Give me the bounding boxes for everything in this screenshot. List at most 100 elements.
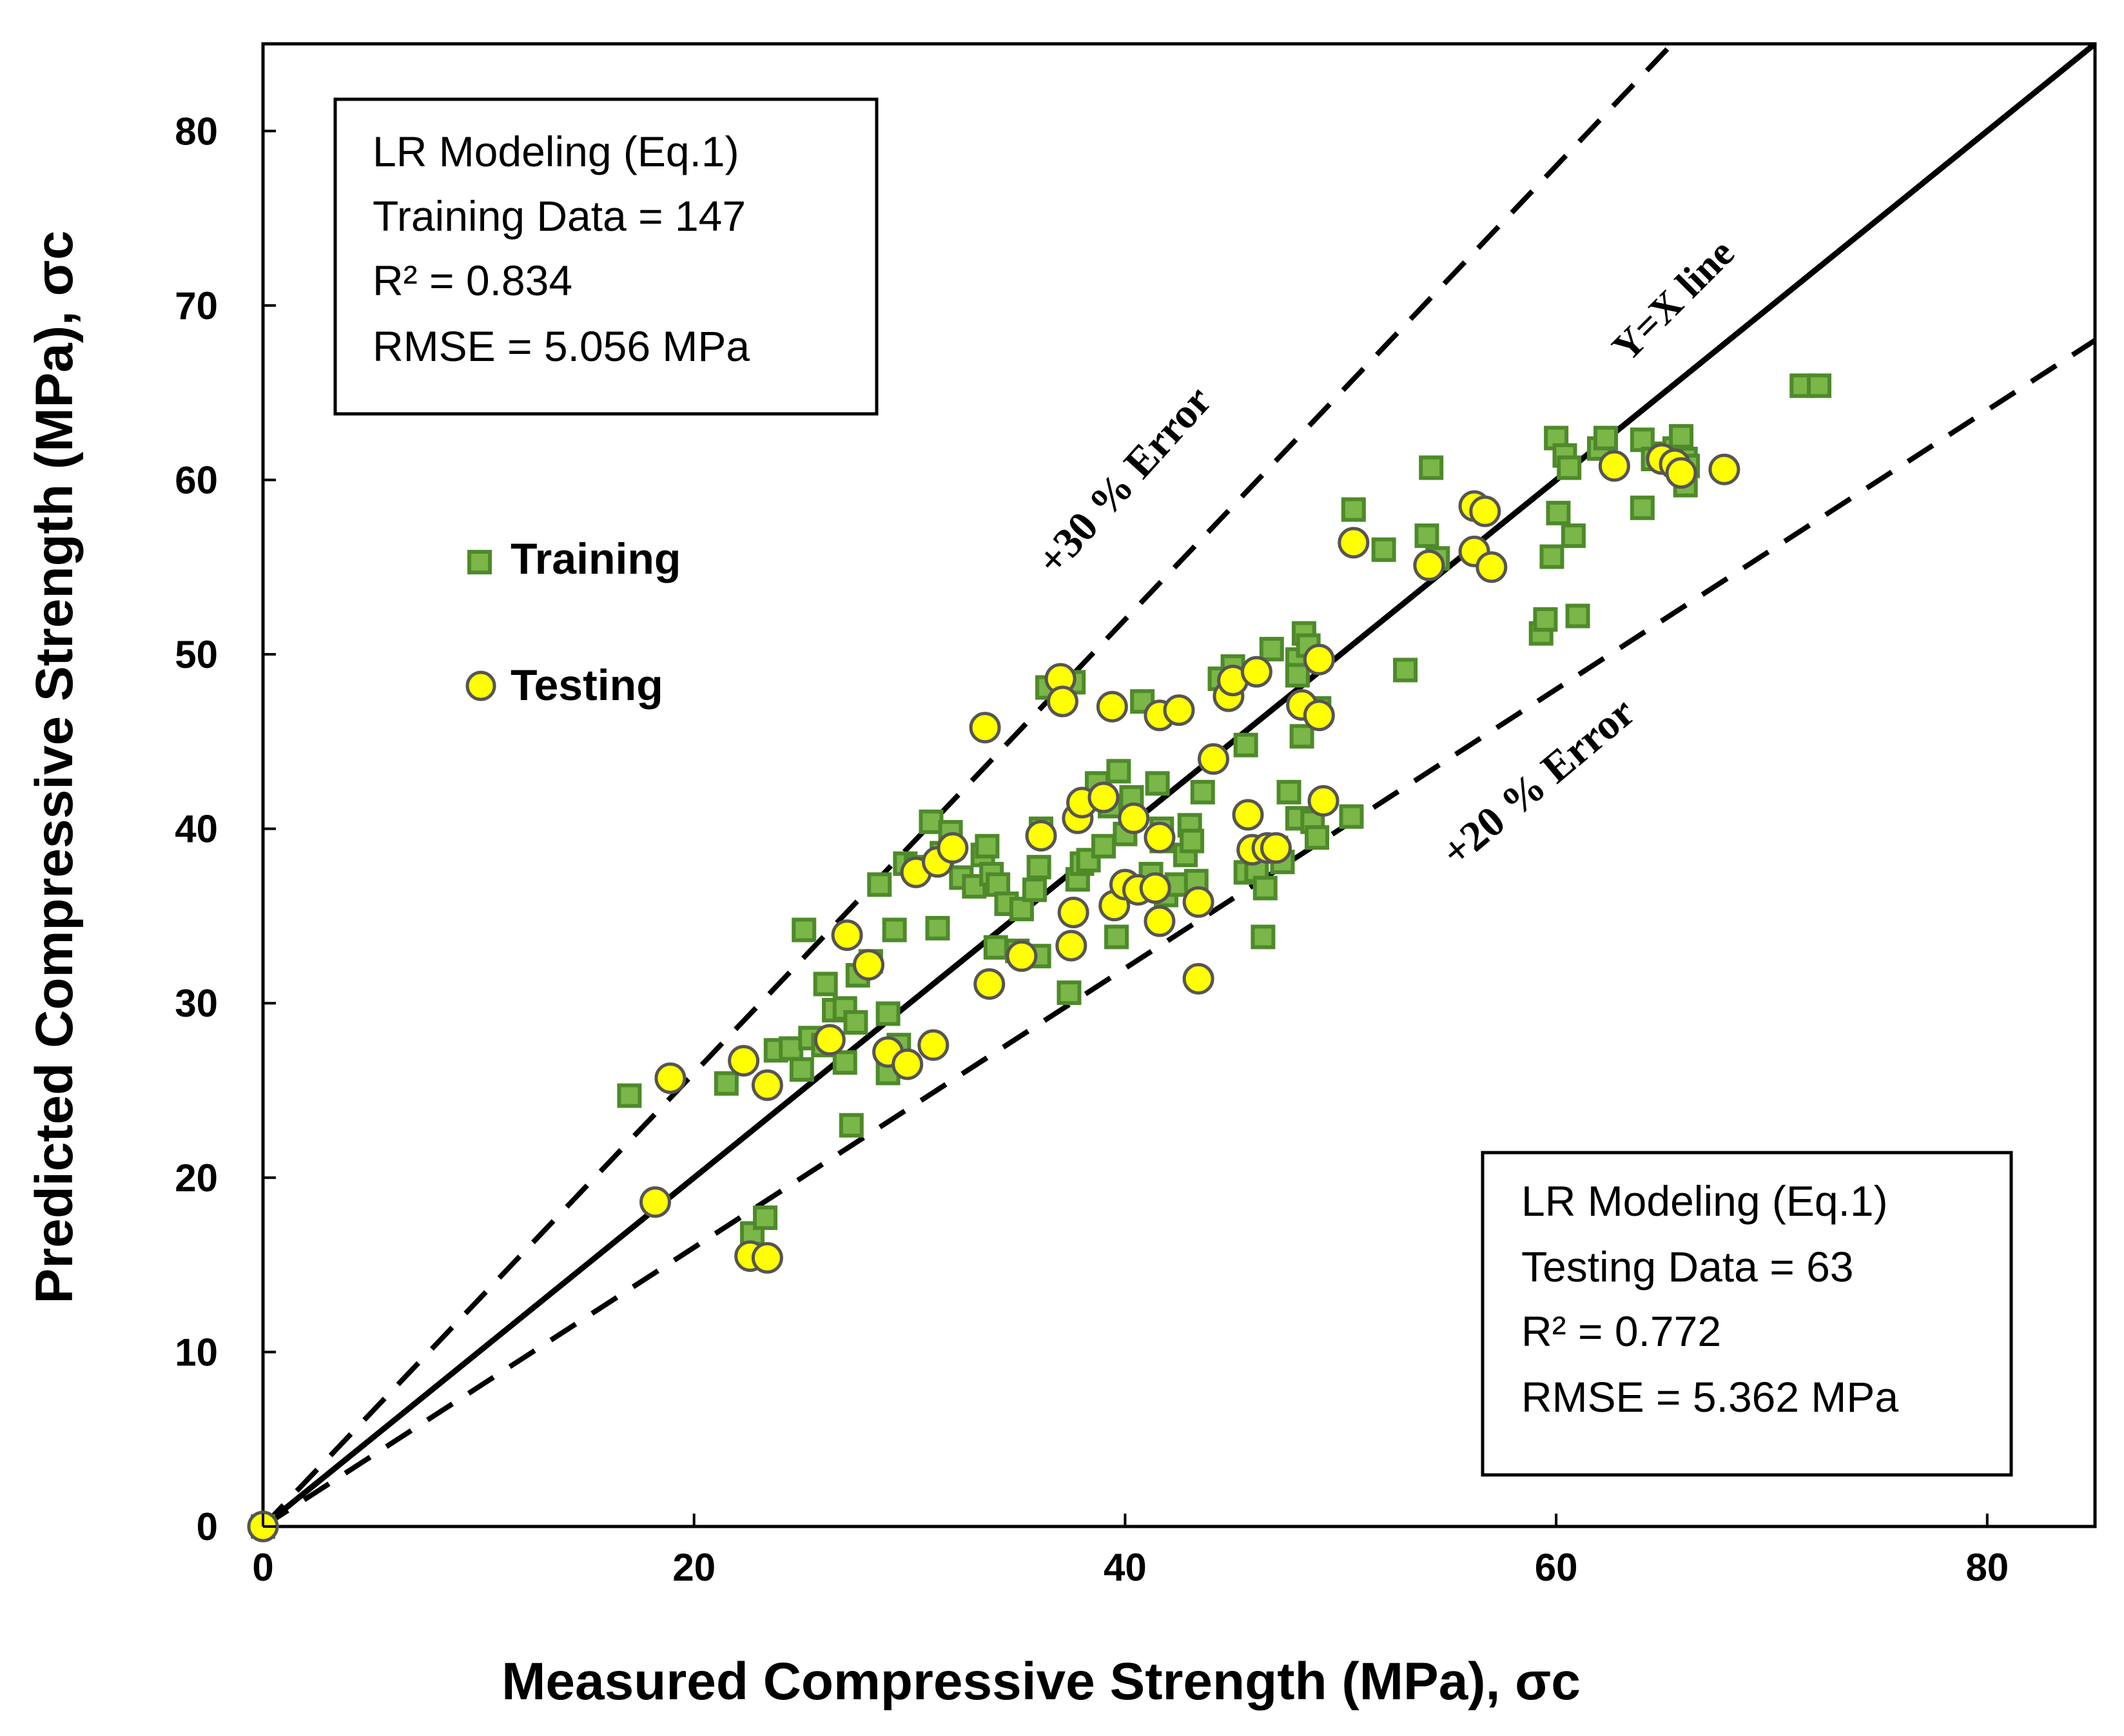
testing-point [1118,802,1150,834]
training-point [1669,424,1694,449]
training-point [839,1113,864,1138]
legend-testing-label: Testing [511,661,663,710]
training-point [1026,855,1051,880]
testing-stats-box: LR Modeling (Eq.1) Testing Data = 63 R² … [1481,1151,2013,1477]
testing-point [1338,527,1370,559]
training-point [1180,828,1205,853]
testing-box-line-2: Testing Data = 63 [1521,1243,1854,1291]
training-point [1593,425,1619,451]
axis-ticks: 0 20 40 60 80 0 10 20 30 40 50 60 70 80 [175,110,2009,1589]
y-tick-label-8: 80 [175,110,218,153]
training-point [1630,495,1655,520]
testing-point [1598,450,1630,482]
testing-point [969,712,1001,744]
testing-point [1055,930,1087,962]
training-point [975,834,1000,859]
testing-point [1144,821,1176,853]
training-series [251,373,1832,1539]
training-point [1009,897,1034,922]
legend-training-label: Training [511,534,681,583]
training-point [1304,825,1329,850]
testing-point [1163,694,1195,727]
training-point [1371,537,1396,562]
training-box-line-3: R² = 0.834 [373,257,572,304]
training-point [813,971,838,997]
training-point [1190,779,1215,805]
y-tick-label-4: 40 [175,808,218,851]
training-point [1285,663,1310,688]
testing-point [1303,699,1335,732]
training-point [875,1001,901,1026]
testing-point [1025,819,1057,852]
y-tick-label-0: 0 [197,1505,218,1548]
x-axis-title: Measured Compressive Strength (MPa), σc [502,1652,1581,1711]
testing-box-line-4: RMSE = 5.362 MPa [1521,1373,1898,1421]
testing-series [247,443,1740,1543]
testing-point [891,1048,924,1080]
testing-point [1708,453,1740,485]
testing-point [831,919,863,951]
testing-point [1469,495,1501,527]
legend-training-marker [467,550,492,574]
reference-line-3 [263,338,2095,1526]
testing-point [1240,656,1272,688]
y-tick-label-1: 10 [175,1331,218,1374]
x-tick-label-3: 60 [1535,1546,1578,1589]
testing-point [917,1029,950,1061]
training-point [1546,500,1571,525]
training-point [1393,658,1418,683]
training-point [1565,603,1590,629]
training-box-line-4: RMSE = 5.056 MPa [373,322,750,370]
testing-point [1096,690,1128,723]
training-point [1539,544,1564,569]
testing-point [654,1062,687,1095]
testing-point [853,949,885,981]
reference-line-1 [263,44,2095,1526]
x-tick-label-0: 0 [252,1546,273,1589]
training-point [1104,924,1129,950]
testing-box-line-3: R² = 0.772 [1521,1307,1721,1355]
training-point [789,1057,814,1082]
training-point [1106,759,1131,784]
testing-point [1476,551,1508,583]
y-tick-label-5: 50 [175,633,218,676]
x-tick-label-2: 40 [1104,1546,1147,1589]
x-tick-label-4: 80 [1965,1546,2009,1589]
training-point [832,1050,857,1075]
training-point [1276,779,1301,805]
testing-point [814,1024,846,1056]
training-point [925,915,950,941]
testing-point [973,968,1006,1000]
training-box-line-2: Training Data = 147 [373,192,746,240]
training-point [1341,497,1366,522]
training-point [1557,455,1582,480]
training-point [1233,732,1258,757]
training-point [1419,455,1444,480]
training-point [1145,771,1170,796]
training-point [792,917,817,942]
legend: Training Testing [465,534,681,710]
testing-point [1006,940,1038,972]
testing-point [639,1186,672,1218]
testing-point [1087,781,1120,814]
testing-point [1303,643,1335,676]
testing-point [1413,549,1445,581]
testing-point [1144,905,1176,937]
testing-point [1260,832,1292,864]
testing-point [937,832,969,864]
testing-point [751,1242,783,1274]
training-point [1807,373,1832,398]
testing-box-line-1: LR Modeling (Eq.1) [1521,1177,1888,1225]
testing-point [1232,799,1264,831]
training-point [882,917,907,942]
training-point [1251,924,1276,950]
testing-point [1665,457,1697,489]
training-point [1091,834,1116,859]
y-tick-label-2: 20 [175,1156,218,1200]
y-tick-label-3: 30 [175,982,218,1025]
training-point [1022,877,1047,902]
testing-point [1139,872,1171,904]
testing-point [1307,785,1340,817]
training-point [1561,523,1586,549]
y-axis-title: Predicted Compressive Strength (MPa), σc [25,231,84,1304]
